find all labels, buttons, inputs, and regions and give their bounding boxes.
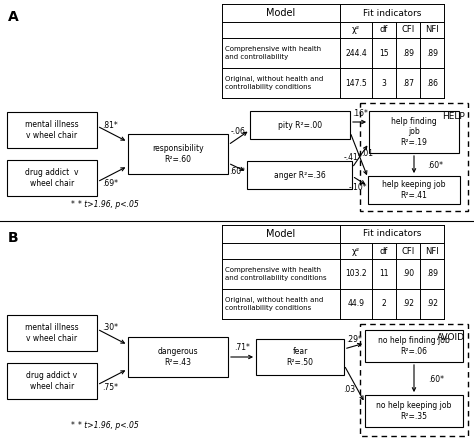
Text: .29*: .29* (346, 335, 362, 343)
Bar (369, 111, 459, 153)
Text: df: df (380, 26, 388, 34)
Bar (7, 315, 97, 351)
Text: 147.5: 147.5 (345, 79, 367, 88)
Text: Model: Model (266, 8, 296, 18)
Text: B: B (8, 231, 18, 245)
Bar (365, 395, 463, 427)
Text: responsibility
R²=.60: responsibility R²=.60 (152, 144, 204, 164)
Text: 3: 3 (382, 79, 386, 88)
Bar (360, 103, 468, 211)
Text: .75*: .75* (102, 382, 118, 392)
Text: -.06: -.06 (230, 126, 246, 136)
Bar (7, 363, 97, 399)
Text: 103.2: 103.2 (345, 270, 367, 278)
Bar (7, 160, 97, 196)
Text: .86: .86 (426, 79, 438, 88)
Text: Comprehensive with health
and controllability conditions: Comprehensive with health and controllab… (225, 267, 327, 281)
Text: .16*: .16* (352, 110, 368, 118)
Text: Fit indicators: Fit indicators (363, 229, 421, 239)
Bar (250, 111, 350, 139)
Text: Model: Model (266, 229, 296, 239)
Text: .60*: .60* (427, 160, 443, 169)
Text: AVOID: AVOID (437, 333, 465, 342)
Text: df: df (380, 247, 388, 255)
Text: .71*: .71* (234, 343, 250, 353)
Text: 11: 11 (379, 270, 389, 278)
Bar (128, 337, 228, 377)
Text: help finding
job
R²=.19: help finding job R²=.19 (391, 117, 437, 147)
Text: .03: .03 (343, 385, 355, 393)
Text: .92: .92 (402, 300, 414, 309)
Text: mental illness
v wheel chair: mental illness v wheel chair (25, 323, 79, 343)
Text: fear
R²=.50: fear R²=.50 (286, 347, 313, 367)
Bar (360, 324, 468, 436)
Text: Fit indicators: Fit indicators (363, 8, 421, 18)
Text: *: * (71, 200, 75, 209)
Text: .89: .89 (426, 270, 438, 278)
Text: 15: 15 (379, 49, 389, 57)
Text: -.10*: -.10* (349, 183, 367, 193)
Text: .89: .89 (426, 49, 438, 57)
Text: .60*: .60* (229, 168, 245, 176)
Text: no help keeping job
R²=.35: no help keeping job R²=.35 (376, 401, 452, 421)
Text: drug addict v
wheel chair: drug addict v wheel chair (27, 371, 78, 391)
Bar (247, 161, 353, 189)
Text: Original, without health and
controllability conditions: Original, without health and controllabi… (225, 297, 323, 311)
Text: -.41*: -.41* (344, 152, 362, 161)
Text: 244.4: 244.4 (345, 49, 367, 57)
Text: dangerous
R²=.43: dangerous R²=.43 (158, 347, 198, 367)
Text: .60*: .60* (428, 374, 444, 384)
Text: anger R²=.36: anger R²=.36 (274, 171, 326, 179)
Text: help keeping job
R²=.41: help keeping job R²=.41 (382, 180, 446, 200)
Bar (128, 134, 228, 174)
Text: .90: .90 (402, 270, 414, 278)
Text: .69*: .69* (102, 179, 118, 187)
Text: .01: .01 (361, 149, 373, 157)
Text: HELP: HELP (442, 112, 465, 121)
Text: 44.9: 44.9 (347, 300, 365, 309)
Text: drug addict  v
wheel chair: drug addict v wheel chair (25, 168, 79, 188)
Text: .87: .87 (402, 79, 414, 88)
Text: CFI: CFI (401, 26, 415, 34)
Text: .30*: .30* (102, 324, 118, 332)
Text: .92: .92 (426, 300, 438, 309)
Text: A: A (8, 10, 19, 24)
Text: CFI: CFI (401, 247, 415, 255)
Text: NFI: NFI (425, 26, 439, 34)
Bar (368, 176, 460, 204)
Text: NFI: NFI (425, 247, 439, 255)
Bar (7, 112, 97, 148)
Text: pity R²=.00: pity R²=.00 (278, 121, 322, 130)
Bar (365, 330, 463, 362)
Text: no help finding job
R²=.06: no help finding job R²=.06 (378, 336, 450, 356)
Text: *: * (71, 421, 75, 430)
Text: * t>1.96, p<.05: * t>1.96, p<.05 (78, 421, 139, 430)
Bar (256, 339, 344, 375)
Text: Comprehensive with health
and controllability: Comprehensive with health and controllab… (225, 46, 321, 60)
Text: * t>1.96, p<.05: * t>1.96, p<.05 (78, 200, 139, 209)
Text: χ²: χ² (352, 247, 360, 255)
Text: χ²: χ² (352, 26, 360, 34)
Text: mental illness
v wheel chair: mental illness v wheel chair (25, 120, 79, 140)
Text: 2: 2 (382, 300, 386, 309)
Text: Original, without health and
controllability conditions: Original, without health and controllabi… (225, 76, 323, 90)
Text: .89: .89 (402, 49, 414, 57)
Text: .81*: .81* (102, 122, 118, 130)
